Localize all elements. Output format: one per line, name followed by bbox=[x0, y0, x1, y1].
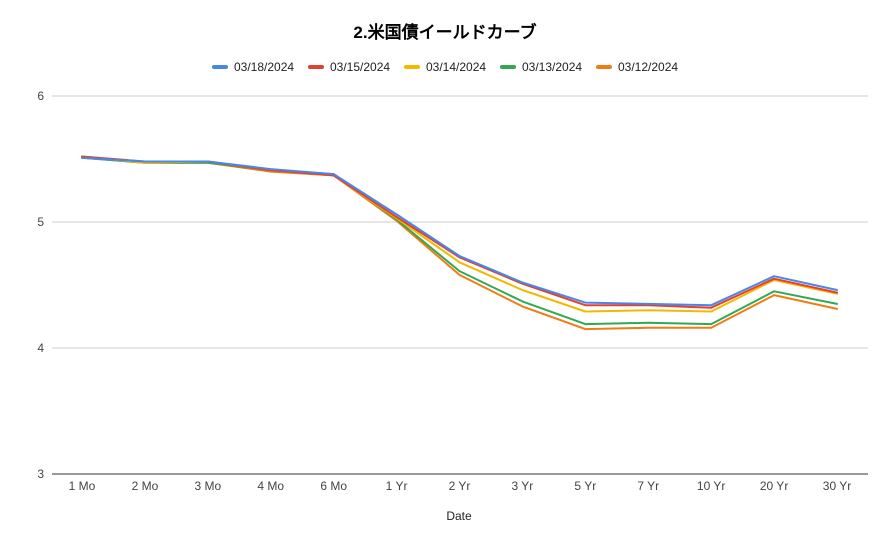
x-tick-label: 2 Mo bbox=[132, 479, 159, 493]
x-tick-label: 3 Mo bbox=[194, 479, 221, 493]
y-axis-ticks: 3 4 5 6 bbox=[37, 89, 44, 481]
x-tick-label: 2 Yr bbox=[449, 479, 471, 493]
legend-label: 03/14/2024 bbox=[426, 60, 486, 74]
y-tick-label: 6 bbox=[37, 89, 44, 103]
series-line-2 bbox=[81, 155, 838, 313]
series-line-3 bbox=[81, 156, 838, 326]
legend-label: 03/15/2024 bbox=[330, 60, 390, 74]
x-tick-label: 30 Yr bbox=[823, 479, 851, 493]
chart-title: 2.米国債イールドカーブ bbox=[353, 22, 536, 42]
x-tick-label: 5 Yr bbox=[574, 479, 596, 493]
x-axis-title: Date bbox=[446, 509, 472, 523]
y-tick-label: 5 bbox=[37, 215, 44, 229]
legend: 03/18/2024 03/15/2024 03/14/2024 03/13/2024… bbox=[212, 60, 678, 74]
x-tick-label: 4 Mo bbox=[257, 479, 284, 493]
x-tick-label: 1 Yr bbox=[386, 479, 408, 493]
series-line-1 bbox=[81, 155, 838, 309]
y-tick-label: 3 bbox=[37, 467, 44, 481]
x-tick-label: 3 Yr bbox=[512, 479, 534, 493]
legend-label: 03/13/2024 bbox=[522, 60, 582, 74]
x-axis-ticks: 1 Mo 2 Mo 3 Mo 4 Mo 6 Mo 1 Yr 2 Yr 3 Yr 5 Yr 7 Yr… bbox=[69, 479, 852, 493]
legend-label: 03/18/2024 bbox=[234, 60, 294, 74]
x-tick-label: 7 Yr bbox=[637, 479, 659, 493]
y-tick-label: 4 bbox=[37, 341, 44, 355]
series-lines bbox=[81, 155, 838, 331]
series-line-4 bbox=[81, 156, 838, 331]
legend-label: 03/12/2024 bbox=[618, 60, 678, 74]
x-tick-label: 1 Mo bbox=[69, 479, 96, 493]
series-line-0 bbox=[81, 156, 838, 307]
x-tick-label: 20 Yr bbox=[760, 479, 788, 493]
x-tick-label: 6 Mo bbox=[320, 479, 347, 493]
gridlines bbox=[52, 95, 868, 475]
x-tick-label: 10 Yr bbox=[697, 479, 725, 493]
